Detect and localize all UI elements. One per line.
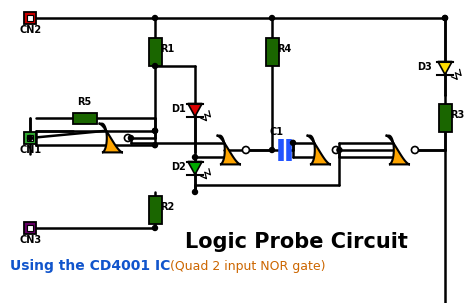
Bar bbox=[149, 196, 161, 224]
Bar bbox=[73, 112, 97, 124]
Circle shape bbox=[269, 15, 275, 21]
Bar bbox=[24, 132, 36, 144]
Polygon shape bbox=[386, 136, 410, 165]
Polygon shape bbox=[217, 136, 241, 165]
Circle shape bbox=[269, 148, 275, 152]
Circle shape bbox=[192, 155, 198, 160]
Circle shape bbox=[332, 146, 339, 154]
Text: CN1: CN1 bbox=[20, 145, 42, 155]
Circle shape bbox=[242, 146, 249, 154]
Bar bbox=[149, 38, 161, 66]
Text: (Quad 2 input NOR gate): (Quad 2 input NOR gate) bbox=[170, 260, 326, 273]
Text: D3: D3 bbox=[417, 62, 432, 72]
Polygon shape bbox=[307, 136, 331, 165]
Text: Logic Probe Circuit: Logic Probe Circuit bbox=[185, 232, 408, 252]
Bar bbox=[24, 222, 36, 234]
Circle shape bbox=[152, 143, 158, 148]
Circle shape bbox=[443, 15, 447, 21]
Circle shape bbox=[192, 189, 198, 195]
Bar bbox=[266, 38, 278, 66]
Text: R1: R1 bbox=[160, 44, 174, 54]
Bar bbox=[27, 15, 33, 21]
Circle shape bbox=[129, 135, 133, 141]
Polygon shape bbox=[438, 62, 452, 75]
Circle shape bbox=[152, 128, 158, 133]
Polygon shape bbox=[188, 161, 202, 175]
Polygon shape bbox=[188, 104, 202, 116]
Text: D1: D1 bbox=[171, 104, 186, 114]
Bar bbox=[438, 104, 452, 132]
Bar bbox=[24, 12, 36, 24]
Text: Using the CD4001 IC: Using the CD4001 IC bbox=[10, 259, 175, 273]
Text: R2: R2 bbox=[160, 202, 174, 212]
Text: C1: C1 bbox=[269, 127, 283, 137]
Text: CN2: CN2 bbox=[20, 25, 42, 35]
Text: R5: R5 bbox=[77, 97, 91, 107]
Text: D2: D2 bbox=[171, 162, 186, 172]
Circle shape bbox=[124, 135, 131, 142]
Polygon shape bbox=[99, 124, 123, 152]
Circle shape bbox=[411, 146, 418, 154]
Circle shape bbox=[152, 15, 158, 21]
Circle shape bbox=[28, 135, 32, 141]
Circle shape bbox=[337, 148, 342, 152]
Text: R4: R4 bbox=[277, 44, 291, 54]
Circle shape bbox=[290, 140, 296, 145]
Circle shape bbox=[443, 15, 447, 21]
Circle shape bbox=[152, 225, 158, 231]
Bar bbox=[27, 225, 33, 231]
Circle shape bbox=[152, 64, 158, 68]
Bar bbox=[27, 135, 33, 141]
Text: R3: R3 bbox=[450, 110, 464, 120]
Circle shape bbox=[152, 128, 158, 133]
Text: CN3: CN3 bbox=[20, 235, 42, 245]
